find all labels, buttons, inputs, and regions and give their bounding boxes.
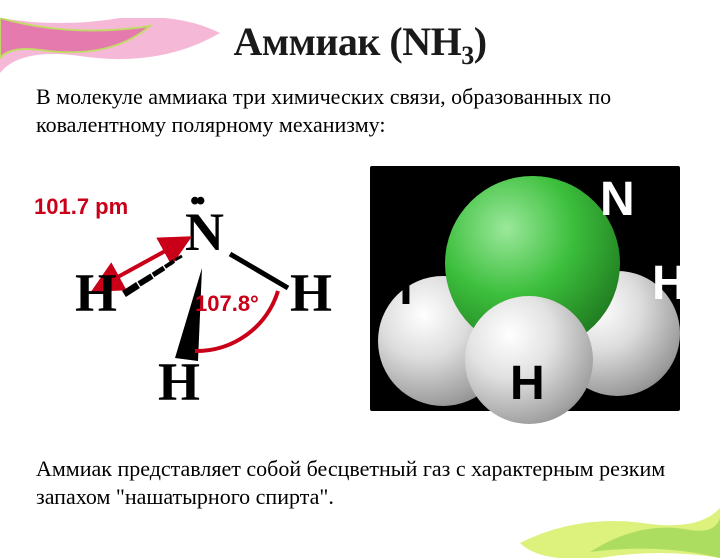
- hydrogen-atom-1: H: [75, 262, 117, 324]
- diagram-row: 101.7 pm •• N: [0, 156, 720, 426]
- page-title: Аммиак (NH3): [0, 18, 720, 71]
- hydrogen-atom-3: H: [290, 262, 332, 324]
- bond-angle-label: 107.8°: [195, 291, 259, 317]
- footer-text: Аммиак представляет собой бесцветный газ…: [36, 455, 684, 510]
- title-main: Аммиак (NH: [233, 19, 461, 64]
- plain-bond: [230, 254, 288, 288]
- space-filling-model: N H H H: [360, 156, 690, 426]
- title-tail: ): [474, 19, 487, 64]
- model-label-h-front: H: [510, 356, 545, 411]
- model-label-h-left: H: [378, 261, 413, 316]
- intro-text: В молекуле аммиака три химических связи,…: [36, 83, 684, 138]
- hydrogen-atom-2: H: [158, 351, 200, 413]
- dashed-wedge-bond: [124, 256, 182, 294]
- lewis-structure: 101.7 pm •• N: [30, 156, 340, 426]
- model-label-n: N: [600, 172, 635, 227]
- model-label-h-right: H: [652, 256, 687, 311]
- title-sub: 3: [461, 41, 474, 70]
